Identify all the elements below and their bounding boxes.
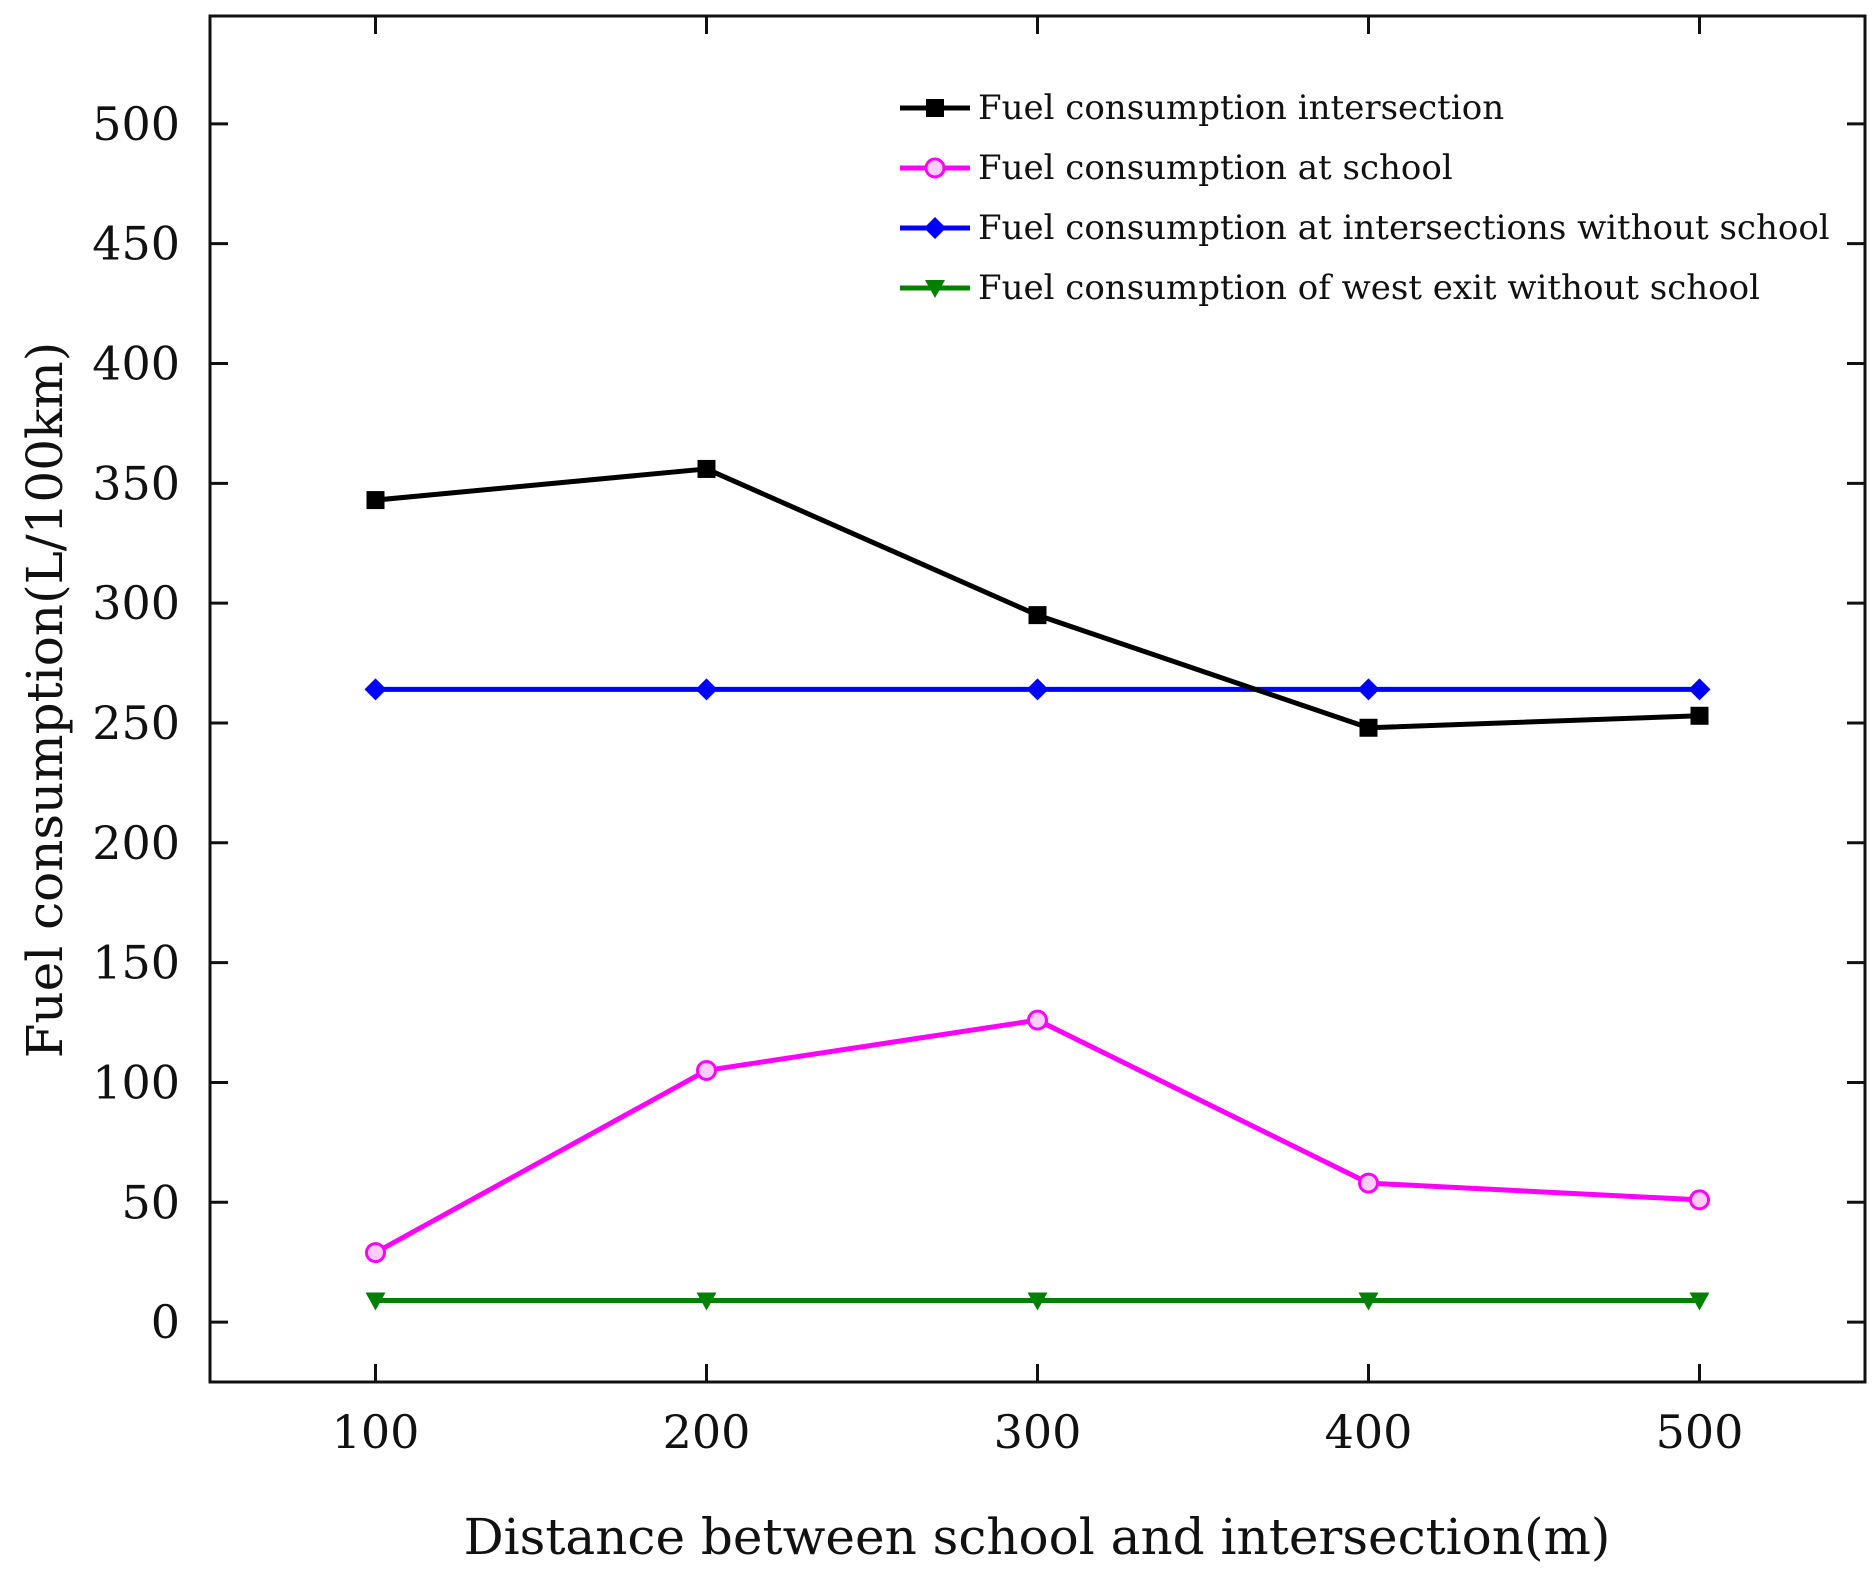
data-point-s1-5 (1690, 706, 1709, 725)
data-point-s1-3 (1028, 606, 1047, 625)
series-2 (365, 1009, 1710, 1264)
y-tick-label: 150 (92, 936, 180, 990)
series-line-2 (374, 1017, 1700, 1255)
data-point-s3-1 (364, 678, 387, 701)
data-point-s2-2 (696, 1059, 717, 1081)
legend-label: Fuel consumption at school (978, 148, 1453, 188)
legend-swatch-marker (924, 157, 946, 179)
series-4 (365, 1292, 1710, 1311)
series-layer (364, 459, 1711, 1311)
x-tick-label: 100 (332, 1405, 420, 1459)
data-point-s4-3 (1027, 1292, 1048, 1311)
data-point-s3-3 (1026, 678, 1049, 701)
data-point-s1-1 (366, 491, 385, 510)
legend-label: Fuel consumption at intersections withou… (978, 208, 1830, 248)
y-tick-label: 500 (92, 97, 180, 151)
legend-item-4: Fuel consumption of west exit without sc… (900, 268, 1760, 308)
y-tick-label: 250 (92, 696, 180, 750)
legend-item-3: Fuel consumption at intersections withou… (900, 208, 1830, 248)
legend-item-2: Fuel consumption at school (900, 148, 1453, 188)
data-point-s2-4 (1358, 1172, 1379, 1194)
legend: Fuel consumption intersection Fuel consum… (900, 88, 1830, 308)
y-tick-label: 50 (121, 1175, 180, 1229)
data-point-s2-5 (1689, 1189, 1710, 1211)
x-axis-ticks: 100 200 300 400 500 (332, 16, 1744, 1459)
data-point-s2-1 (365, 1242, 386, 1264)
x-tick-label: 500 (1656, 1405, 1744, 1459)
y-tick-label: 100 (92, 1055, 180, 1109)
x-tick-label: 200 (663, 1405, 751, 1459)
y-axis-title: Fuel consumption(L/100km) (16, 342, 74, 1059)
data-point-s3-2 (695, 678, 718, 701)
x-tick-label: 300 (994, 1405, 1082, 1459)
data-point-s1-2 (697, 459, 716, 478)
y-tick-label: 400 (92, 336, 180, 390)
data-point-s1-4 (1359, 718, 1378, 737)
legend-label: Fuel consumption intersection (978, 88, 1504, 128)
y-tick-label: 450 (92, 217, 180, 271)
y-tick-label: 0 (151, 1295, 180, 1349)
x-axis-title: Distance between school and intersection… (464, 1508, 1611, 1566)
data-point-s4-2 (696, 1292, 717, 1311)
y-tick-label: 300 (92, 576, 180, 630)
data-point-s4-5 (1689, 1292, 1710, 1311)
legend-swatch-marker (924, 217, 946, 239)
legend-swatch-marker (926, 99, 944, 117)
data-point-s3-5 (1688, 678, 1711, 701)
series-3 (364, 678, 1711, 701)
legend-item-1: Fuel consumption intersection (900, 88, 1504, 128)
data-point-s4-1 (365, 1292, 386, 1311)
data-point-s2-3 (1027, 1009, 1048, 1031)
data-point-s3-4 (1357, 678, 1380, 701)
series-1 (366, 459, 1709, 737)
legend-swatch-marker (925, 280, 945, 298)
y-axis-ticks: 0 50 100 150 200 250 300 350 400 450 500 (92, 97, 1865, 1349)
legend-label: Fuel consumption of west exit without sc… (978, 268, 1760, 308)
data-point-s4-4 (1358, 1292, 1379, 1311)
y-tick-label: 350 (92, 456, 180, 510)
y-tick-label: 200 (92, 816, 180, 870)
x-tick-label: 400 (1325, 1405, 1413, 1459)
